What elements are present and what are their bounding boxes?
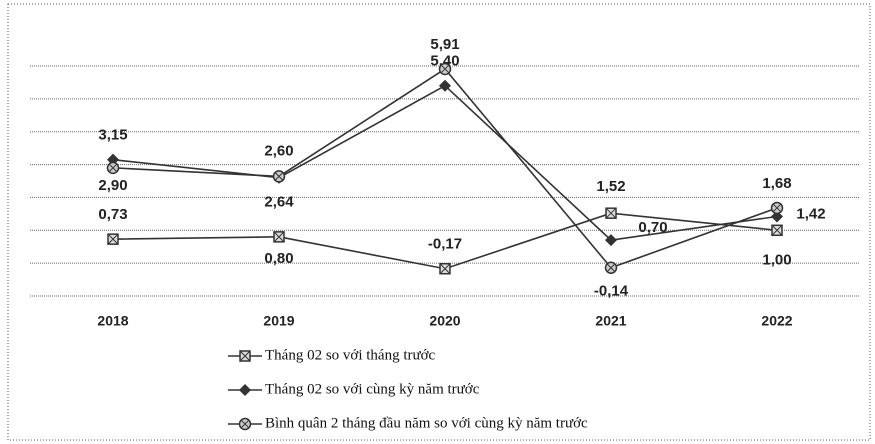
marker bbox=[604, 261, 618, 274]
marker bbox=[107, 233, 119, 245]
marker-cross bbox=[240, 419, 250, 429]
marker bbox=[272, 170, 286, 183]
data-label: 1,52 bbox=[596, 178, 625, 195]
data-label: 1,68 bbox=[762, 175, 791, 192]
marker bbox=[770, 201, 784, 215]
marker-cross bbox=[108, 163, 118, 173]
marker bbox=[238, 417, 252, 431]
marker-cross bbox=[771, 224, 783, 236]
marker-cross bbox=[239, 350, 251, 362]
marker bbox=[771, 224, 783, 237]
legend-label: Tháng 02 so với cùng kỳ năm trước bbox=[265, 381, 480, 397]
marker bbox=[438, 62, 452, 76]
x-tick-label: 2021 bbox=[595, 313, 626, 329]
data-label: 1,42 bbox=[796, 205, 825, 222]
marker bbox=[273, 231, 285, 243]
series-line bbox=[112, 84, 778, 241]
legend-label: Bình quân 2 tháng đầu năm so với cùng kỳ… bbox=[265, 415, 588, 431]
marker bbox=[439, 262, 451, 275]
marker bbox=[106, 161, 120, 175]
marker-cross bbox=[440, 64, 450, 74]
marker bbox=[439, 79, 451, 92]
marker-cross bbox=[605, 207, 617, 219]
marker-cross bbox=[606, 263, 616, 273]
data-label: 2,64 bbox=[264, 193, 294, 210]
data-label: 0,80 bbox=[264, 250, 293, 267]
data-label: 5,40 bbox=[430, 53, 459, 70]
data-label: 5,91 bbox=[430, 36, 459, 53]
marker bbox=[239, 350, 251, 362]
data-label: 0,70 bbox=[638, 219, 667, 236]
marker bbox=[771, 210, 783, 223]
x-tick-label: 2022 bbox=[761, 313, 792, 329]
x-tick-label: 2019 bbox=[263, 313, 294, 329]
marker bbox=[239, 384, 251, 396]
data-label: 3,15 bbox=[98, 127, 127, 144]
frame bbox=[7, 3, 871, 441]
x-tick-label: 2018 bbox=[97, 313, 128, 329]
marker-cross bbox=[273, 231, 285, 243]
marker-cross bbox=[439, 263, 451, 275]
data-label: 1,00 bbox=[762, 251, 791, 268]
data-label: 0,73 bbox=[98, 206, 127, 223]
marker bbox=[605, 207, 617, 219]
data-label: -0,17 bbox=[428, 236, 462, 253]
marker-cross bbox=[772, 203, 782, 213]
marker-cross bbox=[274, 172, 284, 181]
x-tick-label: 2020 bbox=[429, 313, 460, 329]
data-label: 2,90 bbox=[98, 177, 127, 194]
legend-label: Tháng 02 so với tháng trước bbox=[265, 347, 436, 363]
marker-cross bbox=[107, 233, 119, 245]
data-label: -0,14 bbox=[594, 283, 629, 300]
marker bbox=[605, 234, 617, 247]
data-label: 2,60 bbox=[264, 143, 293, 160]
